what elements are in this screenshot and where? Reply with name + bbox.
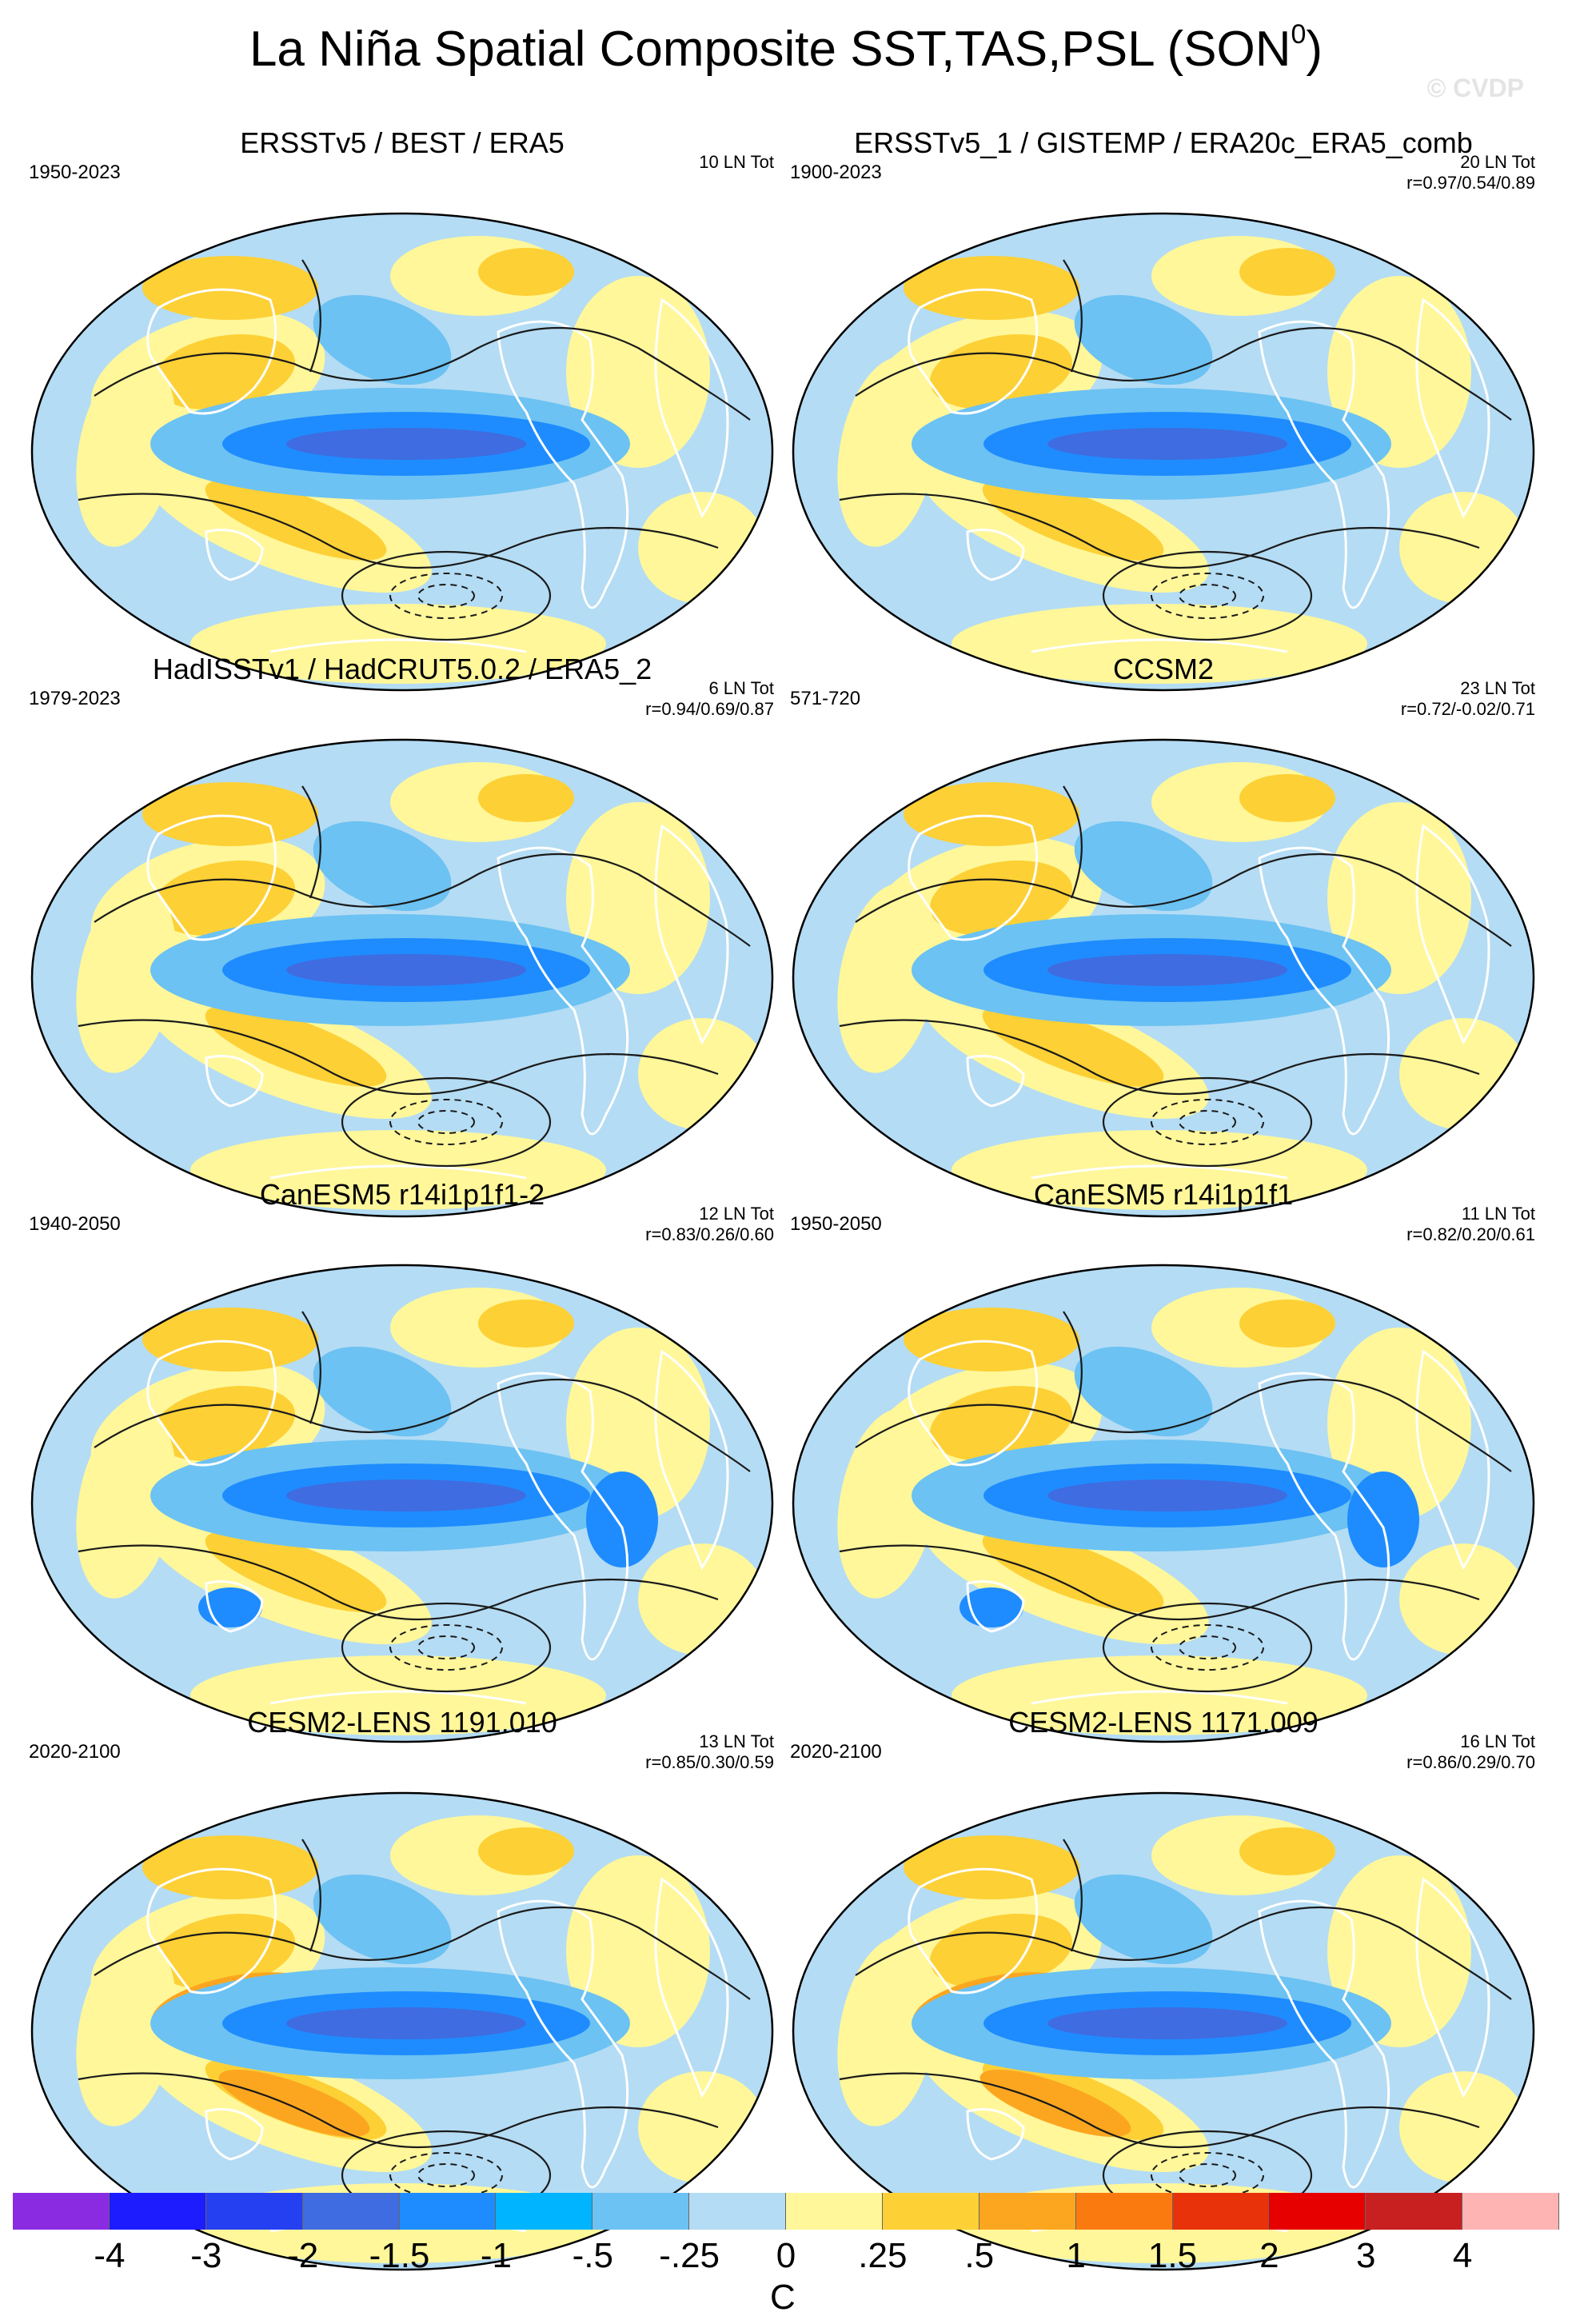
colorbar-swatch xyxy=(1366,2193,1463,2230)
panel-years: 1950-2050 xyxy=(790,1213,882,1235)
colorbar-swatch xyxy=(13,2193,110,2230)
colorbar-swatch xyxy=(979,2193,1076,2230)
panel-years: 1950-2023 xyxy=(29,162,121,183)
panel-event-count: 13 LN Tot xyxy=(699,1731,774,1751)
colorbar-swatch xyxy=(689,2193,786,2230)
panel-title: CESM2-LENS 1191.010 xyxy=(247,1706,557,1739)
map-panel: ERSSTv5_1 / GISTEMP / ERA20c_ERA5_comb 19… xyxy=(790,120,1535,700)
colorbar xyxy=(13,2193,1559,2230)
panel-event-count: 10 LN Tot xyxy=(699,152,774,172)
globe-map xyxy=(30,212,774,692)
colorbar-tick-label: -4 xyxy=(94,2236,126,2275)
colorbar-tick-label: -2 xyxy=(287,2236,319,2275)
colorbar-swatch xyxy=(882,2193,980,2230)
panel-correlation: r=0.86/0.29/0.70 xyxy=(1406,1752,1535,1772)
panel-title: CCSM2 xyxy=(1112,653,1215,685)
colorbar-labels: -4 -3 -2 -1.5 -1 -.5 -.25 0 .25 .5 1 1.5 2 3 4 xyxy=(0,2236,1572,2284)
colorbar-tick-label: -1.5 xyxy=(369,2236,430,2275)
panel-event-count: 16 LN Tot xyxy=(1460,1731,1535,1751)
panel-title: ERSSTv5 / BEST / ERA5 xyxy=(240,126,565,159)
globe-map xyxy=(792,1264,1535,1743)
map-panel: HadISSTv1 / HadCRUT5.0.2 / ERA5_2 1979-20… xyxy=(29,646,774,1226)
colorbar-units: C xyxy=(770,2278,796,2317)
map-panel: ERSSTv5 / BEST / ERA5 1950-2023 10 LN Tot xyxy=(29,120,774,700)
colorbar-tick-label: 3 xyxy=(1356,2236,1376,2275)
colorbar-swatch xyxy=(786,2193,883,2230)
globe-map xyxy=(792,1791,1535,2271)
colorbar-tick-label: 0 xyxy=(776,2236,796,2275)
colorbar-swatch xyxy=(1269,2193,1367,2230)
colorbar-tick-label: 4 xyxy=(1452,2236,1473,2275)
colorbar-swatch xyxy=(109,2193,206,2230)
figure-title: La Niña Spatial Composite SST,TAS,PSL (S… xyxy=(249,19,1323,77)
colorbar-tick-label: -1 xyxy=(480,2236,512,2275)
panel-correlation: r=0.94/0.69/0.87 xyxy=(645,699,774,719)
globe-map xyxy=(792,212,1535,692)
colorbar-tick-label: -.5 xyxy=(572,2236,613,2275)
panel-event-count: 23 LN Tot xyxy=(1460,678,1535,698)
panel-correlation: r=0.72/-0.02/0.71 xyxy=(1400,699,1535,719)
panel-event-count: 11 LN Tot xyxy=(1461,1204,1535,1224)
panel-correlation: r=0.85/0.30/0.59 xyxy=(645,1752,774,1772)
map-panel: CCSM2 571-720 23 LN Tot r=0.72/-0.02/0.71 xyxy=(790,646,1535,1226)
panel-years: 2020-2100 xyxy=(790,1741,882,1763)
colorbar-swatch xyxy=(496,2193,593,2230)
globe-map xyxy=(30,1264,774,1743)
colorbar-tick-label: .25 xyxy=(858,2236,908,2275)
globe-map xyxy=(792,738,1535,1218)
globe-map xyxy=(30,738,774,1218)
panel-event-count: 6 LN Tot xyxy=(708,678,774,698)
colorbar-swatch xyxy=(1172,2193,1270,2230)
panel-title: CESM2-LENS 1171.009 xyxy=(1008,1706,1319,1739)
colorbar-tick-label: .5 xyxy=(964,2236,995,2275)
panel-years: 2020-2100 xyxy=(29,1741,121,1763)
colorbar-swatch xyxy=(205,2193,303,2230)
map-panel: CanESM5 r14i1p1f1-2 1940-2050 12 LN Tot r=0… xyxy=(29,1172,774,1751)
copyright-watermark: © CVDP xyxy=(1426,74,1524,102)
colorbar-tick-label: 1 xyxy=(1066,2236,1086,2275)
panel-correlation: r=0.83/0.26/0.60 xyxy=(645,1224,774,1244)
map-panel: CESM2-LENS 1171.009 2020-2100 16 LN Tot r=0… xyxy=(790,1699,1535,2279)
panel-years: 1900-2023 xyxy=(790,162,882,183)
colorbar-swatch xyxy=(302,2193,400,2230)
panel-years: 1940-2050 xyxy=(29,1213,121,1235)
colorbar-swatch xyxy=(399,2193,497,2230)
colorbar-swatch xyxy=(592,2193,690,2230)
map-panel: CanESM5 r14i1p1f1 1950-2050 11 LN Tot r=0.8… xyxy=(790,1172,1535,1751)
colorbar-tick-label: -3 xyxy=(190,2236,222,2275)
panel-years: 571-720 xyxy=(790,688,861,709)
colorbar-tick-label: -.25 xyxy=(659,2236,720,2275)
panel-event-count: 20 LN Tot xyxy=(1460,152,1535,172)
colorbar-tick-label: 1.5 xyxy=(1147,2236,1198,2275)
colorbar-tick-label: 2 xyxy=(1259,2236,1279,2275)
panel-correlation: r=0.82/0.20/0.61 xyxy=(1406,1224,1535,1244)
colorbar-swatch xyxy=(1462,2193,1559,2230)
panel-years: 1979-2023 xyxy=(29,688,121,709)
panel-correlation: r=0.97/0.54/0.89 xyxy=(1406,173,1535,193)
panel-title: ERSSTv5_1 / GISTEMP / ERA20c_ERA5_comb xyxy=(854,126,1473,159)
colorbar-swatch xyxy=(1075,2193,1173,2230)
panel-title: CanESM5 r14i1p1f1-2 xyxy=(259,1178,545,1211)
panel-event-count: 12 LN Tot xyxy=(699,1204,774,1224)
panel-title: CanESM5 r14i1p1f1 xyxy=(1033,1178,1294,1211)
panel-title: HadISSTv1 / HadCRUT5.0.2 / ERA5_2 xyxy=(152,653,652,685)
